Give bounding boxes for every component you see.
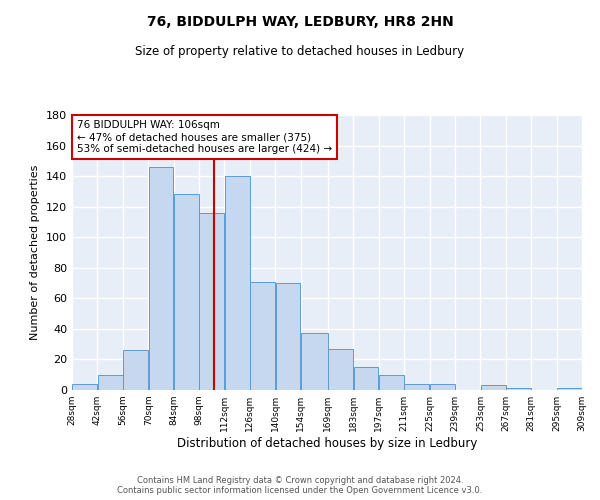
Bar <box>199 213 224 390</box>
Bar <box>250 282 275 390</box>
Bar <box>328 349 353 390</box>
Bar <box>174 194 199 390</box>
Bar <box>557 388 582 390</box>
Y-axis label: Number of detached properties: Number of detached properties <box>31 165 40 340</box>
Bar <box>506 388 531 390</box>
Bar <box>225 176 250 390</box>
Bar <box>275 283 301 390</box>
Bar <box>379 374 404 390</box>
Bar <box>123 350 148 390</box>
Text: Contains HM Land Registry data © Crown copyright and database right 2024.
Contai: Contains HM Land Registry data © Crown c… <box>118 476 482 495</box>
Bar <box>301 334 328 390</box>
Bar <box>481 386 506 390</box>
Text: Size of property relative to detached houses in Ledbury: Size of property relative to detached ho… <box>136 45 464 58</box>
Text: 76 BIDDULPH WAY: 106sqm
← 47% of detached houses are smaller (375)
53% of semi-d: 76 BIDDULPH WAY: 106sqm ← 47% of detache… <box>77 120 332 154</box>
X-axis label: Distribution of detached houses by size in Ledbury: Distribution of detached houses by size … <box>177 437 477 450</box>
Bar <box>98 374 122 390</box>
Bar <box>72 384 97 390</box>
Bar <box>430 384 455 390</box>
Bar <box>353 367 379 390</box>
Bar <box>149 167 173 390</box>
Bar <box>404 384 429 390</box>
Text: 76, BIDDULPH WAY, LEDBURY, HR8 2HN: 76, BIDDULPH WAY, LEDBURY, HR8 2HN <box>146 15 454 29</box>
